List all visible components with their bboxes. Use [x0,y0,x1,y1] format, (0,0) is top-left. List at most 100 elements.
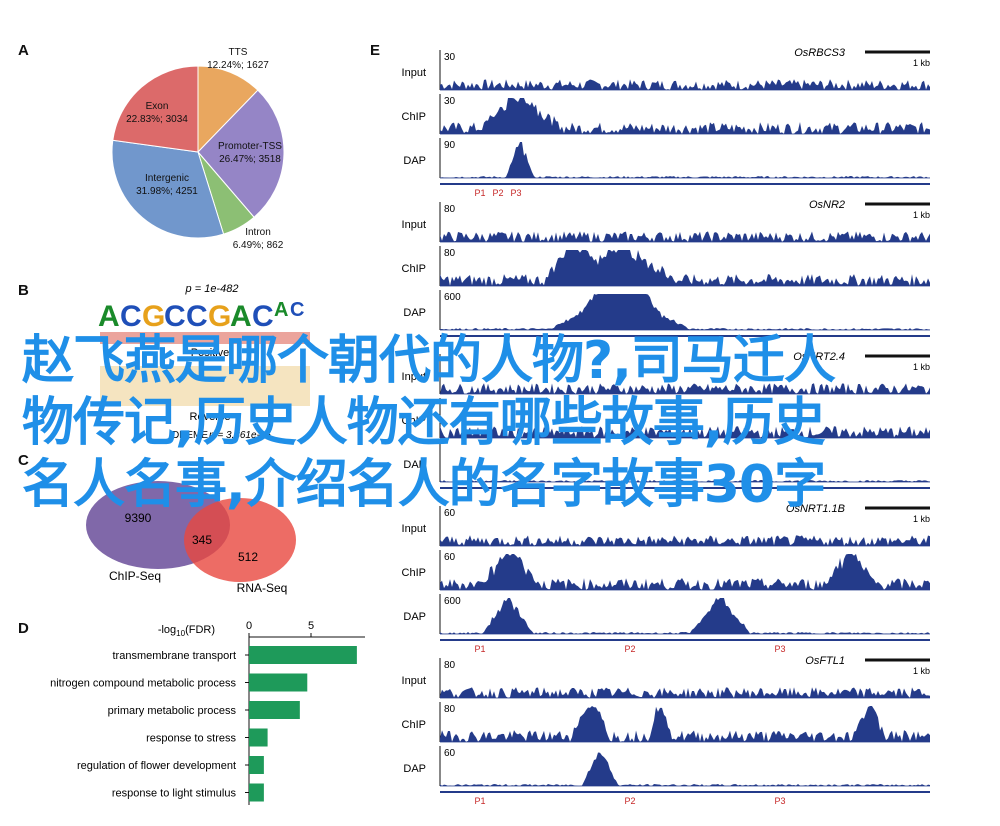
genomic-annotation-pie-chart: TTS 12.24%; 1627 Promoter-TSS 26.47%; 35… [111,47,285,251]
scale-bar-label: 1 kb [913,514,930,524]
track-max-label: 60 [444,552,456,563]
signal-track [440,142,930,178]
motif-letter-3: G [142,300,165,333]
track-max-label: 80 [444,704,456,715]
pie-label-promoter-name: Promoter-TSS [218,141,282,152]
track-row-label: ChIP [402,567,426,579]
gene-track-osnr2: OsNR2 1 kb Input 80 ChIP 80 DAP 600 [402,199,930,337]
panel-label-c: C [18,452,29,469]
gene-name: OsRBCS3 [794,47,846,59]
track-max-label: 30 [444,52,456,63]
motif-letter-1: A [98,300,120,333]
overlay-line-1: 赵飞燕是哪个朝代的人物?,司马迁人 [22,331,836,391]
promoter-label: P1 [474,644,485,654]
promoter-label: P3 [774,644,785,654]
motif-dreme-label: DREME [172,430,208,441]
motif-letter-9: A [274,299,288,321]
motif-logo: p = 1e-482 A C G C C G A C A C Positive … [98,283,310,441]
motif-letter-2: C [120,300,142,333]
signal-track [440,752,930,786]
signal-track [440,535,930,546]
track-row-label: DAP [403,763,426,775]
overlay-line-3: 名人名事,介绍名人的名字故事30字 [22,455,826,515]
track-row-label: Input [402,67,426,79]
bar-tick-label: 5 [308,620,314,632]
pie-label-tts-name: TTS [229,47,248,58]
signal-track [440,250,930,286]
track-max-label: 600 [444,596,461,607]
track-max-label: 30 [444,96,456,107]
panel-label-b: B [18,282,29,299]
promoter-label: P1 [474,188,485,198]
venn-diagram: 9390 345 512 ChIP-Seq RNA-Seq [86,481,296,595]
venn-rna-circle [184,498,296,582]
overlay-line-2: 物传记,历史人物还有哪些故事,历史 [22,393,826,453]
motif-pvalue: p = 1e-482 [185,283,239,295]
pie-label-intergenic-name: Intergenic [145,173,189,184]
scale-bar-label: 1 kb [913,58,930,68]
signal-track [440,687,930,698]
track-row-label: DAP [403,307,426,319]
promoter-label: P2 [624,796,635,806]
track-max-label: 80 [444,204,456,215]
track-row-label: ChIP [402,719,426,731]
track-row-label: DAP [403,611,426,623]
bar-4 [249,728,268,747]
signal-track [440,706,930,742]
track-row-label: Input [402,523,426,535]
scale-bar-label: 1 kb [913,666,930,676]
track-row-label: ChIP [402,111,426,123]
bar-category-label: response to light stimulus [112,788,237,800]
motif-dreme-pvalue: p = 3.361e-15 [208,430,271,441]
gene-name: OsFTL1 [805,655,845,667]
signal-track [440,98,930,134]
motif-letter-6: G [208,300,231,333]
panel-label-d: D [18,620,29,637]
signal-track [440,231,930,242]
venn-overlap-count: 345 [192,533,212,547]
overlay-title-text: 赵飞燕是哪个朝代的人物?,司马迁人 物传记,历史人物还有哪些故事,历史 名人名事… [22,330,982,516]
venn-right-count: 512 [238,550,258,564]
scale-bar-label: 1 kb [913,210,930,220]
track-max-label: 60 [444,508,456,519]
gene-name: OsNRT1.1B [786,503,845,515]
track-row-label: Input [402,675,426,687]
motif-reverse-logo [100,366,310,406]
signal-track [440,294,930,330]
track-row-label: DAP [403,459,426,471]
pie-label-intron-value: 6.49%; 862 [233,240,284,251]
motif-letter-8: C [252,300,274,333]
track-max-label: 60 [444,748,456,759]
bar-category-label: primary metabolic process [108,705,237,717]
pie-slice-exon [112,65,199,153]
go-enrichment-bar-chart: -log10(FDR) 0510 transmembrane transport… [50,620,365,805]
signal-track [440,598,930,634]
bar-category-label: response to stress [146,733,236,745]
pie-label-tts-value: 12.24%; 1627 [207,60,269,71]
bar-tick-label: 0 [246,620,252,632]
pie-slice-intergenic [111,139,225,239]
bar-5 [249,756,264,774]
promoter-label: P2 [492,188,503,198]
pie-slice-promotertss [197,89,285,218]
motif-letter-10: C [290,299,304,321]
scale-bar-label: 1 kb [913,362,930,372]
bar-2 [249,673,308,692]
promoter-label: P1 [474,796,485,806]
panel-label-e: E [370,42,381,59]
venn-right-label: RNA-Seq [237,581,288,595]
gene-track-osrbcs3: OsRBCS3 1 kb Input 30 ChIP 30 DAP 90 P1 P2 P3 [402,47,930,198]
track-row-label: ChIP [402,415,426,427]
pie-label-exon-value: 22.83%; 3034 [126,114,188,125]
bar-1 [249,646,357,664]
promoter-label: P3 [510,188,521,198]
track-max-label: 80 [444,248,456,259]
venn-left-count: 9390 [125,511,152,525]
track-max-label: 90 [444,140,456,151]
signal-track [440,426,930,438]
track-row-label: Input [402,219,426,231]
bar-3 [249,701,300,719]
gene-track-osnrt11b: OsNRT1.1B 1 kb Input 60 ChIP 60 DAP 600 P1 P2 P3 [402,503,930,654]
bar-category-label: regulation of flower development [77,760,236,772]
